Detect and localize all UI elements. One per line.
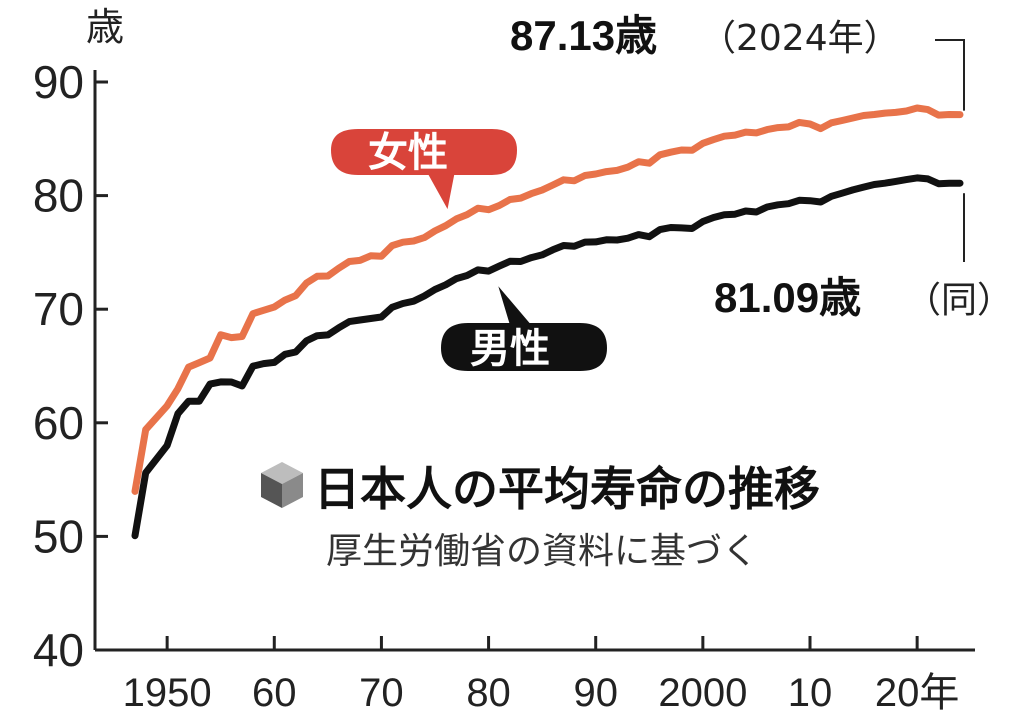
x-tick-label: 20年 bbox=[875, 671, 960, 715]
x-tick-label: 70 bbox=[359, 671, 404, 715]
y-tick-label: 50 bbox=[33, 510, 84, 562]
female-bracket-line bbox=[935, 39, 965, 111]
male-pill-label: 男性 bbox=[470, 326, 550, 372]
x-tick-label: 1950 bbox=[123, 671, 212, 715]
y-tick-label: 40 bbox=[33, 624, 84, 676]
female-end-note: （2024年） bbox=[700, 18, 900, 59]
male-end-value: 81.09歳 bbox=[714, 274, 861, 321]
y-ticks: 90 80 70 60 50 40 bbox=[33, 56, 108, 676]
female-series-line bbox=[131, 104, 964, 495]
y-tick-label: 70 bbox=[33, 283, 84, 335]
female-end-value: 87.13歳 bbox=[510, 12, 657, 59]
male-annotation: 81.09歳 （同） bbox=[714, 274, 1013, 321]
y-tick-label: 60 bbox=[33, 397, 84, 449]
x-tick-label: 90 bbox=[573, 671, 618, 715]
chart-title: 日本人の平均寿命の推移 bbox=[314, 462, 820, 516]
female-legend-pill: 女性 bbox=[328, 127, 520, 215]
male-legend-pill: 男性 bbox=[438, 281, 610, 373]
y-tick-label: 90 bbox=[33, 56, 84, 108]
male-pill-shape bbox=[438, 281, 610, 373]
title-block: 日本人の平均寿命の推移 厚生労働省の資料に基づく bbox=[261, 462, 820, 572]
y-tick-label: 80 bbox=[33, 170, 84, 222]
x-tick-label: 2000 bbox=[658, 671, 747, 715]
cube-icon bbox=[261, 462, 303, 508]
chart-subtitle: 厚生労働省の資料に基づく bbox=[326, 531, 758, 572]
female-pill-label: 女性 bbox=[368, 130, 448, 176]
female-annotation: 87.13歳 （2024年） bbox=[510, 12, 900, 59]
x-ticks: 1950 60 70 80 90 2000 10 20年 bbox=[123, 636, 960, 715]
end-brackets bbox=[935, 39, 965, 262]
series-lines bbox=[131, 104, 964, 540]
x-tick-label: 80 bbox=[466, 671, 511, 715]
male-end-note: （同） bbox=[905, 280, 1013, 321]
x-tick-label: 60 bbox=[252, 671, 297, 715]
y-unit-label: 歳 bbox=[86, 5, 124, 49]
female-pill-shape bbox=[328, 127, 520, 215]
male-series-line bbox=[131, 174, 964, 540]
x-tick-label: 10 bbox=[788, 671, 833, 715]
axes bbox=[93, 70, 975, 652]
